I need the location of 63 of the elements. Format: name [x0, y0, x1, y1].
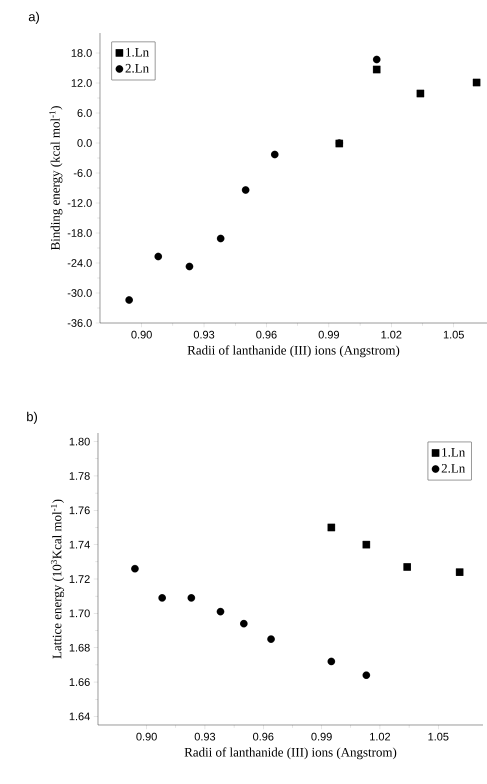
y-tick-label: 1.68 — [70, 644, 90, 652]
x-tick-label: 0.99 — [318, 330, 339, 339]
point — [362, 671, 370, 679]
y-tick-label: 0.0 — [77, 139, 92, 147]
point — [372, 56, 380, 64]
x-tick-label: 1.02 — [370, 732, 390, 741]
point — [240, 620, 248, 628]
y-tick-label: -6.0 — [74, 169, 92, 177]
point — [267, 635, 275, 643]
point — [270, 150, 278, 158]
x-tick-label: 0.90 — [136, 732, 157, 741]
y-tick-label: 12.0 — [72, 79, 92, 87]
y-axis-title: Binding energy (kcal mol$^{-1}$) — [49, 106, 62, 250]
x-tick-label: 1.02 — [381, 330, 402, 339]
point — [131, 564, 139, 572]
point — [362, 540, 370, 548]
x-tick-label: 1.05 — [428, 732, 448, 741]
y-tick-label: 1.74 — [70, 540, 90, 548]
legend-label: 1.Ln — [442, 448, 465, 457]
point — [125, 296, 133, 304]
y-tick-label: 1.78 — [70, 472, 90, 480]
x-tick-label: 1.05 — [444, 330, 464, 339]
point — [187, 594, 196, 602]
chart-title: b) — [27, 412, 37, 424]
point — [186, 262, 194, 270]
y-tick-label: -30.0 — [68, 289, 92, 297]
x-tick-label: 0.93 — [194, 732, 216, 741]
point — [372, 66, 380, 74]
point — [158, 594, 166, 602]
y-tick-label: 1.66 — [70, 678, 90, 686]
x-tick-label: 0.96 — [252, 732, 274, 741]
point — [216, 234, 224, 242]
point — [416, 90, 424, 98]
point — [456, 568, 464, 576]
y-tick-label: 1.76 — [70, 506, 90, 514]
point — [216, 608, 224, 616]
y-axis-title: Lattice energy (10$^{3}$Kcal mol$^{-1}$) — [50, 500, 64, 659]
point — [403, 563, 411, 571]
y-tick-label: -18.0 — [68, 229, 92, 237]
x-axis-title: Radii of lanthanide (III) ions (Angstrom) — [187, 345, 400, 358]
x-tick-label: 0.93 — [194, 330, 214, 339]
x-tick-label: 0.96 — [256, 330, 277, 339]
point — [327, 524, 336, 532]
y-tick-label: 1.70 — [70, 609, 90, 618]
point — [472, 78, 480, 86]
point — [327, 658, 336, 666]
y-tick-label: -12.0 — [68, 199, 92, 207]
y-tick-label: -36.0 — [68, 319, 92, 327]
x-tick-label: 0.99 — [311, 732, 332, 741]
y-tick-label: 6.0 — [77, 109, 92, 117]
y-tick-label: -24.0 — [68, 259, 92, 267]
point — [242, 186, 250, 194]
legend-label: 2.Ln — [125, 64, 149, 73]
y-tick-label: 1.72 — [70, 575, 90, 583]
y-tick-label: 18.0 — [72, 49, 92, 57]
legend-label: 2.Ln — [442, 464, 465, 473]
y-tick-label: 1.64 — [70, 712, 90, 720]
point — [154, 252, 162, 260]
x-axis-title: Radii of lanthanide (III) ions (Angstrom) — [184, 747, 396, 760]
legend-label: 1.Ln — [126, 48, 149, 57]
x-tick-label: 0.90 — [131, 330, 152, 339]
chart-title: a) — [28, 12, 39, 24]
y-tick-label: 1.80 — [70, 438, 90, 446]
